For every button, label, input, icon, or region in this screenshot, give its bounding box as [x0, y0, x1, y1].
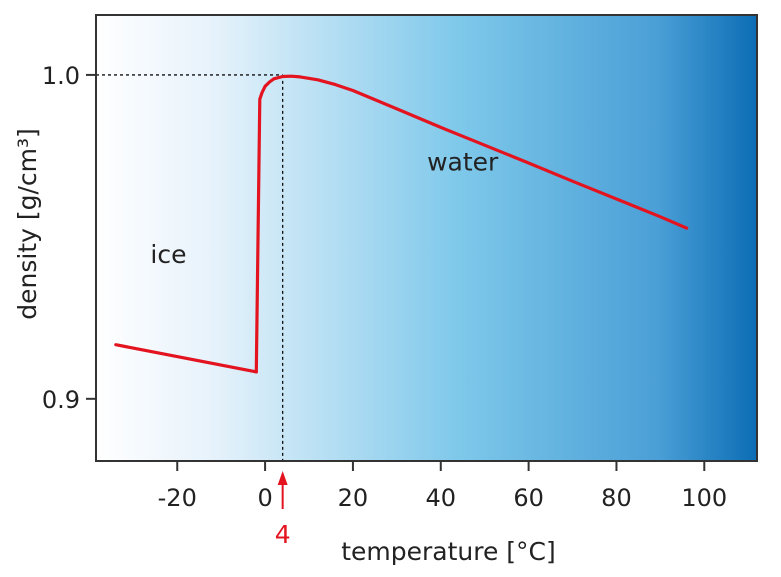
- data-series: [114, 74, 689, 374]
- x-tick-label: 80: [601, 484, 632, 512]
- x-tick-label: 20: [338, 484, 369, 512]
- marker-arrow-head-icon: [277, 471, 288, 485]
- region-label-ice: ice: [150, 240, 186, 269]
- y-tick-label: 0.9: [42, 386, 80, 414]
- y-axis-label: density [g/cm³]: [13, 128, 42, 320]
- max-density-marker: 4: [275, 471, 291, 549]
- plot-background: [96, 15, 757, 461]
- x-axis-ticks: -20 0 20 40 60 80 100: [158, 461, 727, 512]
- x-tick-label: 100: [681, 484, 727, 512]
- x-tick-label: 40: [426, 484, 457, 512]
- reference-lines: [96, 74, 284, 461]
- x-axis-label: temperature [°C]: [341, 537, 556, 566]
- x-tick-label: 60: [513, 484, 544, 512]
- plot-border: [95, 14, 758, 462]
- y-axis-ticks: 0.9 1.0: [42, 62, 96, 414]
- region-label-water: water: [427, 147, 499, 176]
- series-line-ice: [114, 343, 258, 374]
- plot-area: [96, 15, 757, 461]
- x-tick-label: 0: [257, 484, 272, 512]
- marker-label: 4: [275, 520, 291, 549]
- series-line-water: [254, 74, 689, 374]
- plot-frame: [95, 14, 758, 462]
- y-tick-label: 1.0: [42, 62, 80, 90]
- region-labels: ice water: [150, 147, 499, 268]
- x-tick-label: -20: [158, 484, 197, 512]
